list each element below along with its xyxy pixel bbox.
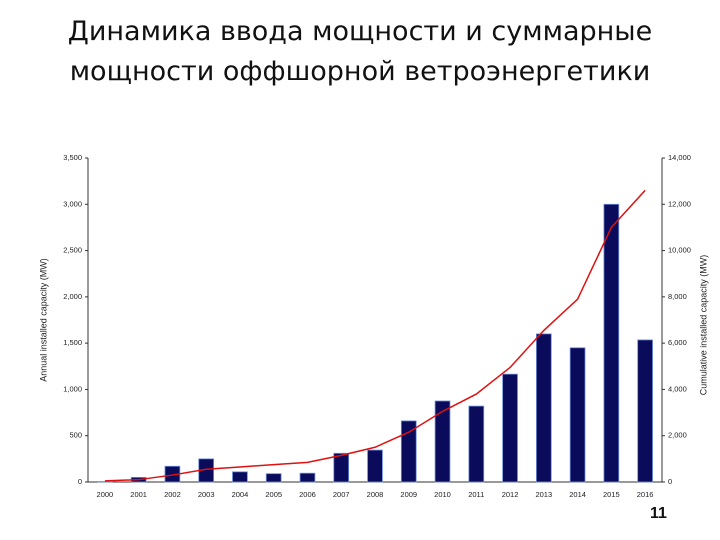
page-number: 11 bbox=[650, 505, 667, 522]
x-tick-label: 2006 bbox=[299, 490, 316, 499]
y2-tick-label: 2,000 bbox=[668, 431, 687, 440]
y2-tick-label: 12,000 bbox=[668, 199, 691, 208]
x-tick-label: 2009 bbox=[400, 490, 417, 499]
x-tick-label: 2014 bbox=[569, 490, 586, 499]
y-tick-label: 2,000 bbox=[63, 292, 82, 301]
bar bbox=[535, 333, 552, 483]
x-tick-label: 2005 bbox=[265, 490, 282, 499]
y-tick-label: 3,000 bbox=[63, 199, 82, 208]
bar bbox=[232, 471, 248, 483]
y-tick-label: 500 bbox=[69, 431, 82, 440]
bar bbox=[468, 405, 485, 483]
bar bbox=[400, 420, 417, 483]
y-tick-label: 3,500 bbox=[63, 153, 82, 162]
y-tick-label: 2,500 bbox=[63, 246, 82, 255]
bar bbox=[569, 347, 586, 483]
y-tick-label: 1,500 bbox=[63, 338, 82, 347]
x-tick-label: 2004 bbox=[232, 490, 249, 499]
y-tick-label: 0 bbox=[78, 477, 82, 486]
x-tick-label: 2007 bbox=[333, 490, 350, 499]
x-tick-label: 2011 bbox=[468, 490, 484, 499]
x-tick-label: 2000 bbox=[97, 490, 114, 499]
x-tick-label: 2016 bbox=[637, 490, 654, 499]
y-tick-label: 1,000 bbox=[63, 384, 82, 393]
y2-axis-title: Cumulative installed capacity (MW) bbox=[698, 255, 708, 396]
slide-title: Динамика ввода мощности и суммарные мощн… bbox=[67, 16, 653, 87]
bar bbox=[367, 449, 383, 483]
bar bbox=[502, 373, 518, 483]
bar bbox=[434, 400, 451, 483]
y2-tick-label: 0 bbox=[668, 477, 672, 486]
bar bbox=[265, 473, 282, 483]
x-tick-label: 2003 bbox=[198, 490, 215, 499]
x-tick-label: 2013 bbox=[535, 490, 552, 499]
y2-tick-label: 10,000 bbox=[668, 246, 691, 255]
y2-tick-label: 6,000 bbox=[668, 338, 687, 347]
bar bbox=[333, 452, 350, 483]
bar bbox=[299, 472, 316, 483]
x-tick-label: 2010 bbox=[434, 490, 451, 499]
x-tick-label: 2002 bbox=[164, 490, 181, 499]
bar bbox=[603, 203, 620, 483]
x-tick-label: 2012 bbox=[502, 490, 519, 499]
y-axis-title: Annual installed capacity (MW) bbox=[38, 258, 48, 382]
bar bbox=[637, 339, 653, 483]
line bbox=[104, 189, 646, 482]
x-tick-label: 2015 bbox=[603, 490, 620, 499]
y2-tick-label: 4,000 bbox=[668, 384, 687, 393]
y2-tick-label: 8,000 bbox=[668, 292, 687, 301]
x-tick-label: 2001 bbox=[130, 490, 147, 499]
x-tick-label: 2008 bbox=[367, 490, 384, 499]
y2-tick-label: 14,000 bbox=[668, 153, 691, 162]
